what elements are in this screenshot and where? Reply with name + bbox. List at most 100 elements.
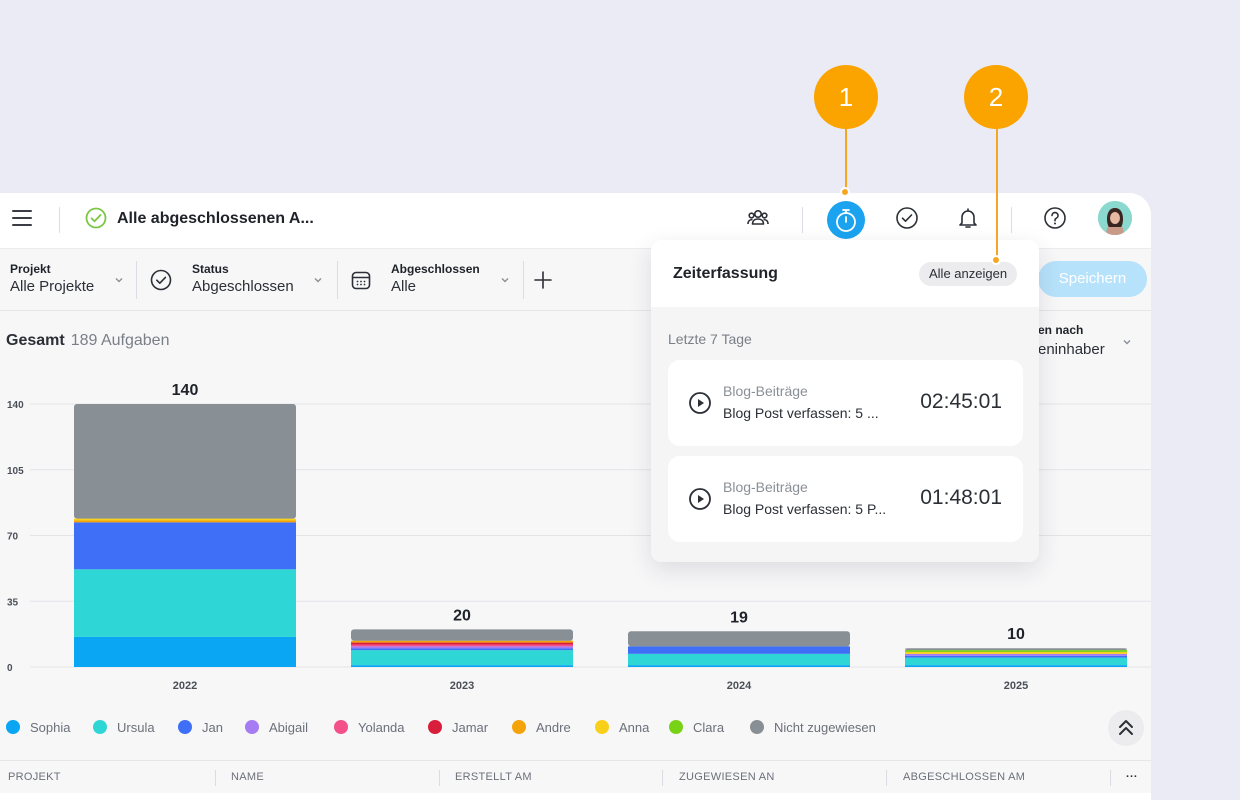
bar-segment-abigail[interactable] (905, 653, 1127, 656)
column-header[interactable]: ERSTELLT AM (455, 771, 532, 783)
time-tracking-popup: Zeiterfassung Alle anzeigen Letzte 7 Tag… (651, 240, 1039, 562)
group-by-value[interactable]: eninhaber (1038, 341, 1105, 358)
time-entry[interactable]: Blog-Beiträge Blog Post verfassen: 5 ...… (668, 360, 1023, 446)
column-header[interactable]: ABGESCHLOSSEN AM (903, 771, 1026, 783)
bar-stack-2025[interactable] (905, 648, 1127, 667)
bar-total-label: 10 (1007, 626, 1025, 643)
bar-segment-nicht-zugewiesen[interactable] (74, 404, 296, 519)
period-label: Letzte 7 Tage (668, 331, 752, 347)
status-filter-value[interactable]: Abgeschlossen (192, 278, 294, 295)
bar-stack-2024[interactable] (628, 631, 850, 667)
entry-task: Blog Post verfassen: 5 P... (723, 501, 887, 517)
legend-label: Nicht zugewiesen (774, 720, 876, 735)
play-icon[interactable] (688, 487, 712, 511)
collapse-chart-button[interactable] (1108, 710, 1144, 746)
legend-item[interactable]: Nicht zugewiesen (750, 720, 876, 735)
bar-segment-jan[interactable] (905, 655, 1127, 658)
bar-segment-abigail[interactable] (351, 646, 573, 649)
bar-segment-clara[interactable] (905, 650, 1127, 652)
more-columns-button[interactable]: ··· (1126, 771, 1138, 783)
y-tick-label: 105 (7, 466, 24, 477)
status-filter-label: Status (192, 262, 229, 276)
bar-segment-anna[interactable] (74, 518, 296, 521)
bar-segment-jan[interactable] (74, 522, 296, 570)
chart-legend: Sophia Ursula Jan Abigail Yolanda Jamar Andre A… (0, 714, 1000, 744)
play-icon[interactable] (688, 391, 712, 415)
project-filter-value[interactable]: Alle Projekte (10, 278, 95, 295)
time-entry[interactable]: Blog-Beiträge Blog Post verfassen: 5 P..… (668, 456, 1023, 542)
bar-segment-anna[interactable] (905, 651, 1127, 654)
completed-filter-value[interactable]: Alle (391, 278, 417, 295)
double-chevron-up-icon (1119, 720, 1133, 735)
legend-label: Andre (536, 720, 571, 735)
legend-item[interactable]: Clara (669, 720, 724, 735)
show-all-button[interactable]: Alle anzeigen (919, 262, 1018, 286)
y-tick-label: 35 (7, 597, 19, 608)
add-filter-icon[interactable] (533, 270, 553, 290)
tasks-check-icon[interactable] (894, 205, 920, 231)
divider (59, 207, 60, 233)
bar-segment-sophia[interactable] (628, 665, 850, 667)
column-header[interactable]: NAME (231, 771, 264, 783)
divider (802, 207, 803, 233)
bar-stack-2023[interactable] (351, 629, 573, 667)
bar-segment-sophia[interactable] (74, 636, 296, 667)
bar-segment-ursula[interactable] (628, 653, 850, 666)
legend-item[interactable]: Jamar (428, 720, 488, 735)
help-icon[interactable] (1042, 205, 1068, 231)
legend-swatch (512, 720, 526, 734)
legend-label: Ursula (117, 720, 155, 735)
bar-segment-ursula[interactable] (905, 657, 1127, 666)
divider (337, 261, 338, 299)
legend-item[interactable]: Anna (595, 720, 649, 735)
legend-label: Jan (202, 720, 223, 735)
group-by-label: en nach (1038, 323, 1084, 337)
save-button[interactable]: Speichern (1038, 261, 1147, 297)
legend-item[interactable]: Sophia (6, 720, 70, 735)
avatar[interactable] (1098, 201, 1132, 235)
legend-item[interactable]: Yolanda (334, 720, 405, 735)
team-icon[interactable] (745, 205, 771, 231)
stopwatch-icon (836, 209, 856, 232)
divider (1011, 207, 1012, 233)
column-header[interactable]: ZUGEWIESEN AN (679, 771, 775, 783)
marker-dot (840, 187, 850, 197)
chevron-down-icon[interactable] (313, 275, 323, 285)
marker-dot (991, 255, 1001, 265)
menu-icon[interactable] (12, 210, 32, 226)
chevron-down-icon[interactable] (1122, 337, 1132, 347)
legend-item[interactable]: Jan (178, 720, 223, 735)
chevron-down-icon[interactable] (114, 275, 124, 285)
marker-line (845, 128, 847, 190)
bar-segment-nicht-zugewiesen[interactable] (628, 631, 850, 647)
bar-segment-nicht-zugewiesen[interactable] (351, 629, 573, 641)
bell-icon[interactable] (955, 205, 981, 231)
y-tick-label: 0 (7, 663, 13, 674)
summary-label: Gesamt (6, 332, 65, 349)
bar-segment-andre[interactable] (74, 520, 296, 523)
bar-segment-ursula[interactable] (74, 569, 296, 637)
bar-segment-sophia[interactable] (905, 665, 1127, 667)
bar-segment-jan[interactable] (628, 646, 850, 654)
time-tracking-button[interactable] (827, 201, 865, 239)
bar-segment-yolanda[interactable] (351, 644, 573, 647)
bar-segment-andre[interactable] (351, 640, 573, 643)
check-circle-icon (85, 207, 107, 229)
bar-segment-ursula[interactable] (351, 650, 573, 666)
legend-item[interactable]: Ursula (93, 720, 155, 735)
bar-stack-2022[interactable] (74, 404, 296, 667)
legend-item[interactable]: Abigail (245, 720, 308, 735)
bar-segment-jan[interactable] (351, 648, 573, 651)
chevron-down-icon[interactable] (500, 275, 510, 285)
marker-1: 1 (814, 65, 878, 129)
legend-label: Anna (619, 720, 650, 735)
entry-time: 02:45:01 (920, 390, 1002, 413)
bar-segment-jamar[interactable] (351, 642, 573, 645)
bar-segment-sophia[interactable] (351, 665, 573, 667)
legend-swatch (334, 720, 348, 734)
bar-segment-nicht-zugewiesen[interactable] (905, 648, 1127, 651)
legend-label: Sophia (30, 720, 71, 735)
column-header[interactable]: PROJEKT (8, 771, 61, 783)
legend-item[interactable]: Andre (512, 720, 571, 735)
legend-swatch (750, 720, 764, 734)
